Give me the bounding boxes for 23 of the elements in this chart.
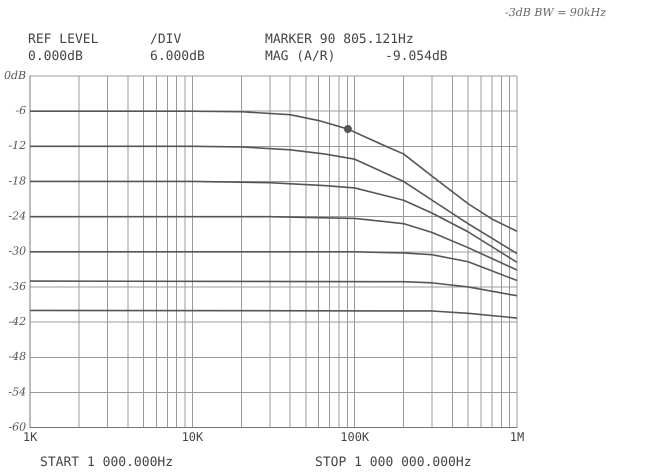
text: STOP 1 000 000.000Hz (315, 455, 472, 470)
y-tick-label: 0dB (4, 68, 26, 82)
text: -3dB BW = 90kHz (505, 6, 606, 19)
text: MARKER 90 805.121Hz (265, 32, 414, 47)
text: -9.054dB (385, 49, 448, 64)
y-tick-label: -42 (8, 314, 26, 328)
x-tick-label: 10K (182, 430, 204, 444)
y-tick-label: -24 (8, 210, 26, 222)
y-tick-label: -54 (8, 385, 26, 398)
x-tick-label: 1M (510, 430, 524, 444)
text: 0.000dB (28, 49, 83, 64)
y-tick-label: -36 (8, 280, 26, 293)
text: MAG (A/R) (265, 49, 336, 64)
text: START 1 000.000Hz (40, 455, 174, 470)
text: /DIV (150, 32, 182, 47)
text: 6.000dB (150, 49, 205, 64)
y-tick-label: -18 (8, 174, 26, 188)
text: REF LEVEL (28, 32, 98, 47)
y-tick-label: -12 (8, 139, 26, 152)
x-tick-label: 100K (340, 430, 370, 444)
y-tick-label: -6 (15, 104, 26, 118)
y-tick-label: -48 (8, 350, 26, 364)
y-tick-label: -30 (8, 244, 26, 258)
